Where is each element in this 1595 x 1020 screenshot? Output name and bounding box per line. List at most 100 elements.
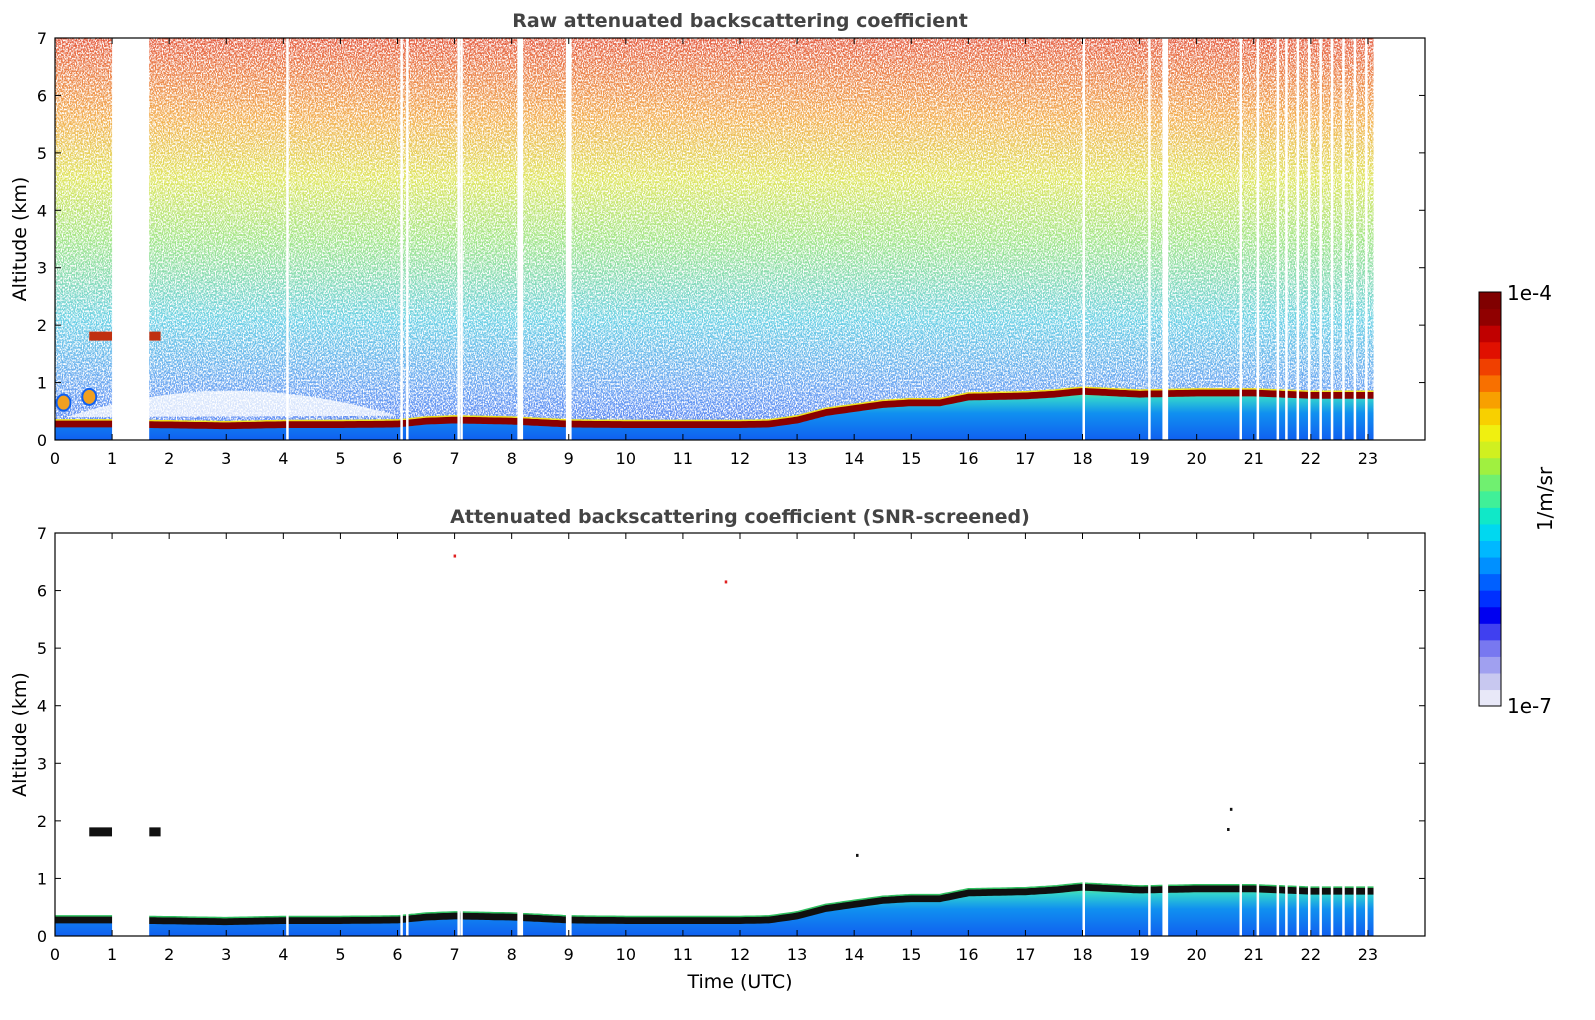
- y-tick-label: 4: [37, 201, 47, 220]
- y-tick-label: 5: [37, 144, 47, 163]
- missing-data-gap: [1276, 533, 1280, 936]
- y-tick-label: 6: [37, 582, 47, 601]
- colorbar-segment: [1479, 556, 1501, 575]
- colorbar-segments: [1479, 292, 1501, 707]
- missing-data-gap: [1342, 38, 1345, 440]
- no-data-region: [1373, 533, 1425, 936]
- missing-data-gap: [1239, 38, 1242, 440]
- x-tick-label: 0: [50, 449, 60, 468]
- x-tick-label: 10: [616, 945, 636, 964]
- x-tick-label: 23: [1358, 449, 1378, 468]
- raw-backscatter-heatmap: [55, 38, 1425, 440]
- colorbar-segment: [1479, 639, 1501, 657]
- colorbar-segment: [1479, 457, 1501, 475]
- y-tick-label: 1: [37, 869, 47, 888]
- x-tick-label: 8: [507, 449, 517, 468]
- y-tick-label: 6: [37, 86, 47, 105]
- colorbar-min-label: 1e-7: [1507, 694, 1552, 718]
- colorbar-segment: [1479, 672, 1501, 691]
- colorbar-segment: [1479, 623, 1501, 641]
- plot-frame: [54, 532, 1426, 937]
- missing-data-gap: [1319, 38, 1322, 440]
- x-tick-label: 5: [335, 449, 345, 468]
- colorbar-segment: [1479, 391, 1501, 409]
- missing-data-gap: [517, 533, 524, 936]
- x-tick-label: 16: [958, 945, 978, 964]
- colorbar-segment: [1479, 590, 1501, 608]
- missing-data-gap: [1256, 533, 1260, 936]
- low-cloud: [81, 387, 98, 406]
- missing-data-gap: [1082, 533, 1085, 936]
- missing-data-gap: [457, 533, 460, 936]
- x-tick-label: 7: [449, 945, 459, 964]
- missing-data-gap: [460, 38, 463, 440]
- x-tick-label: 18: [1072, 945, 1092, 964]
- boundary-layer-top: [55, 387, 1374, 430]
- snr-screened-heatmap: [55, 533, 1425, 936]
- low-cloud: [55, 393, 72, 412]
- y-tick-label: 7: [37, 524, 47, 543]
- x-tick-label: 14: [844, 945, 864, 964]
- missing-data-gap: [112, 38, 150, 440]
- x-tick-label: 13: [787, 945, 807, 964]
- x-tick-label: 0: [50, 945, 60, 964]
- chart-title: Raw attenuated backscattering coefficien…: [512, 10, 968, 32]
- x-tick-label: 22: [1301, 945, 1321, 964]
- missing-data-gap: [1082, 38, 1085, 440]
- colorbar-segment: [1479, 308, 1501, 326]
- x-tick-label: 5: [335, 945, 345, 964]
- x-tick-label: 4: [278, 449, 288, 468]
- isolated-point: [1229, 807, 1233, 811]
- y-tick-label: 3: [37, 259, 47, 278]
- x-tick-label: 13: [787, 449, 807, 468]
- x-tick-label: 12: [730, 945, 750, 964]
- missing-data-gap: [1296, 38, 1300, 440]
- colorbar-segment: [1479, 325, 1501, 343]
- x-tick-label: 1: [107, 945, 117, 964]
- colorbar-frame: [1478, 291, 1502, 707]
- x-tick-label: 15: [901, 449, 921, 468]
- x-tick-label: 6: [392, 449, 402, 468]
- missing-data-gap: [1353, 38, 1357, 440]
- missing-data-gap: [1307, 38, 1311, 440]
- y-axis-ticks: 0 1 2 3 4 5 6 7: [37, 524, 1425, 946]
- isolated-point: [724, 580, 728, 584]
- colorbar-segment: [1479, 374, 1501, 392]
- x-tick-label: 23: [1358, 945, 1378, 964]
- missing-data-gap: [1239, 533, 1242, 936]
- x-tick-label: 1: [107, 449, 117, 468]
- missing-data-gap: [1148, 533, 1151, 936]
- colorbar-segment: [1479, 474, 1501, 492]
- missing-data-gap: [1319, 533, 1322, 936]
- x-tick-label: 11: [673, 945, 693, 964]
- isolated-point: [1227, 827, 1230, 831]
- missing-data-gap: [565, 38, 572, 440]
- colorbar-segment: [1479, 573, 1501, 591]
- y-axis-label: Altitude (km): [9, 177, 31, 302]
- x-tick-label: 7: [449, 449, 459, 468]
- colorbar-max-label: 1e-4: [1507, 281, 1552, 305]
- y-tick-label: 7: [37, 29, 47, 48]
- snr-screened-panel: Attenuated backscattering coefficient (S…: [9, 506, 1426, 993]
- elevated-aerosol-layer: [149, 331, 161, 341]
- x-tick-label: 4: [278, 945, 288, 964]
- missing-data-gap: [1365, 533, 1368, 936]
- colorbar-segment: [1479, 507, 1501, 525]
- x-tick-label: 12: [730, 449, 750, 468]
- boundary-layer-aerosol: [55, 391, 1374, 440]
- chart-title: Attenuated backscattering coefficient (S…: [450, 506, 1030, 528]
- boundary-layer-edge: [55, 386, 1374, 423]
- x-tick-label: 11: [673, 449, 693, 468]
- missing-data-gap: [1342, 533, 1345, 936]
- y-tick-label: 3: [37, 754, 47, 773]
- missing-data-gap: [1285, 38, 1288, 440]
- missing-data-gap: [1307, 533, 1311, 936]
- y-tick-label: 4: [37, 697, 47, 716]
- missing-data-gap: [1162, 38, 1169, 440]
- boundary-layer-top: [55, 883, 1374, 926]
- elevated-aerosol-layer: [89, 331, 113, 341]
- y-tick-label: 2: [37, 812, 47, 831]
- x-axis-label: Time (UTC): [686, 971, 792, 993]
- noise-texture: [55, 38, 1374, 440]
